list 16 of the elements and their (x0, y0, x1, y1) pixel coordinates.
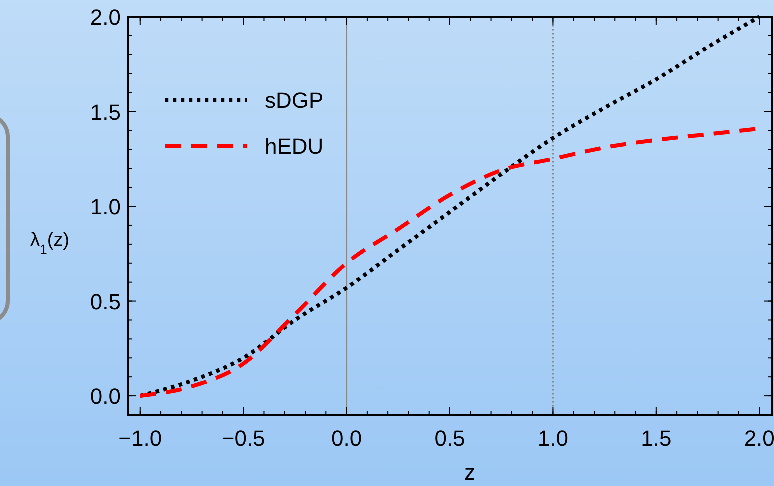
x-tick-label: 0.5 (434, 426, 466, 451)
y-axis-title: λ$_{1}$(z) (30, 230, 70, 256)
x-tick-label: −0.5 (222, 426, 266, 451)
y-tick-label: 0.5 (90, 289, 121, 314)
y-tick-label: 1.0 (90, 194, 121, 220)
x-tick-label: 0.0 (332, 426, 362, 451)
y-tick-label: 2.0 (90, 5, 121, 30)
legend-label: hEDU (265, 134, 324, 159)
x-tick-label: 1.5 (641, 426, 672, 451)
legend-label: sDGP (265, 88, 324, 113)
y-tick-label: 1.5 (90, 100, 121, 125)
x-tick-label: −1.0 (118, 426, 162, 451)
x-axis-title: z (464, 460, 476, 485)
x-tick-label: 1.0 (538, 426, 568, 451)
x-tick-label: 2.0 (744, 426, 774, 451)
y-tick-label: 0.0 (90, 384, 121, 410)
